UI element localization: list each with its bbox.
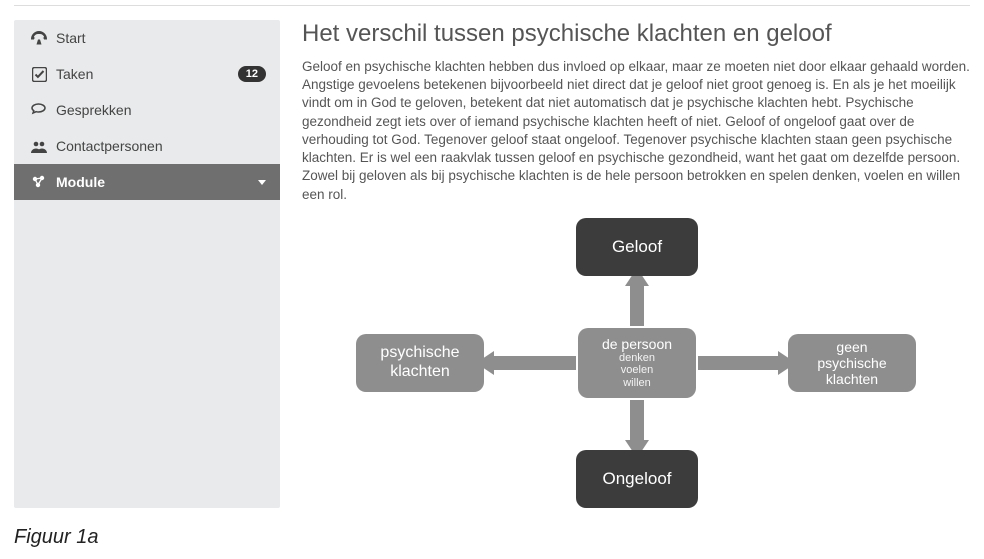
node-center-subline: willen (623, 377, 651, 390)
page-layout: Start Taken 12 Gesprekken Contactpersone… (0, 6, 984, 522)
sidebar-item-contactpersonen[interactable]: Contactpersonen (14, 128, 280, 164)
node-center-subline: voelen (621, 364, 653, 377)
contacts-icon (28, 140, 50, 153)
node-label-line: geen (836, 339, 867, 355)
dashboard-icon (28, 31, 50, 45)
module-icon (28, 175, 50, 189)
node-label-line: klachten (826, 371, 878, 387)
sidebar-item-label: Start (56, 30, 86, 46)
node-label-line: klachten (390, 363, 450, 381)
sidebar-item-start[interactable]: Start (14, 20, 280, 56)
check-icon (28, 67, 50, 82)
node-top: Geloof (576, 218, 698, 276)
node-center-label: de persoon (602, 336, 672, 352)
body-paragraph: Geloof en psychische klachten hebben dus… (302, 58, 970, 204)
chevron-down-icon (258, 180, 266, 185)
tasks-badge: 12 (238, 66, 266, 82)
sidebar-item-label: Taken (56, 66, 93, 82)
main-content: Het verschil tussen psychische klachten … (302, 20, 970, 508)
node-center: de persoondenkenvoelenwillen (578, 328, 696, 398)
sidebar-spacer (14, 200, 280, 450)
arrow-right (686, 349, 796, 377)
node-label: Ongeloof (603, 469, 672, 489)
figure-caption: Figuur 1a (0, 522, 984, 559)
sidebar-item-label: Contactpersonen (56, 138, 163, 154)
arrow-left (476, 349, 588, 377)
node-label: Geloof (612, 237, 662, 257)
sidebar-item-taken[interactable]: Taken 12 (14, 56, 280, 92)
sidebar-item-label: Gesprekken (56, 102, 131, 118)
node-right: geenpsychischeklachten (788, 334, 916, 392)
belief-diagram: GeloofOngeloofpsychischeklachtengeenpsyc… (356, 218, 916, 508)
node-label-line: psychische (380, 344, 459, 362)
chat-icon (28, 103, 50, 117)
node-center-subline: denken (619, 352, 655, 365)
sidebar-item-label: Module (56, 174, 105, 190)
page-title: Het verschil tussen psychische klachten … (302, 20, 970, 48)
node-left: psychischeklachten (356, 334, 484, 392)
arrow-down (623, 388, 651, 458)
sidebar-nav: Start Taken 12 Gesprekken Contactpersone… (14, 20, 280, 508)
node-label-line: psychische (817, 355, 886, 371)
sidebar-item-module[interactable]: Module (14, 164, 280, 200)
node-bottom: Ongeloof (576, 450, 698, 508)
sidebar-item-gesprekken[interactable]: Gesprekken (14, 92, 280, 128)
